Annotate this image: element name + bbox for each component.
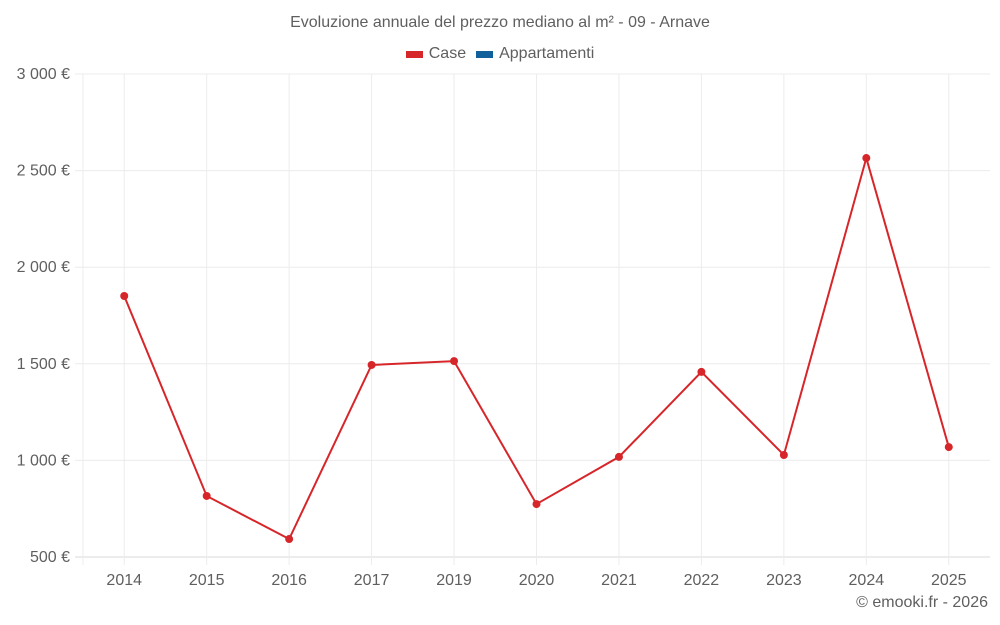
data-point <box>779 450 788 459</box>
legend-swatch-case <box>405 50 423 58</box>
x-tick-label: 2025 <box>931 572 967 589</box>
data-point <box>202 491 211 500</box>
x-tick-label: 2015 <box>189 572 225 589</box>
copyright: © emooki.fr - 2026 <box>856 594 988 611</box>
data-point <box>697 367 706 376</box>
x-tick-label: 2023 <box>766 572 802 589</box>
data-point <box>862 154 871 163</box>
y-tick-label: 3 000 € <box>17 66 70 83</box>
data-point <box>614 452 623 461</box>
legend-item-appartamenti[interactable]: Appartamenti <box>476 45 594 63</box>
grid-lines <box>75 73 990 565</box>
x-tick-label: 2014 <box>106 572 142 589</box>
data-point <box>367 360 376 369</box>
y-axis: 500 € 1 000 € 1 500 € 2 000 € 2 500 € 3 000 € <box>17 66 70 566</box>
x-tick-label: 2016 <box>271 572 307 589</box>
x-tick-label: 2022 <box>684 572 720 589</box>
x-axis: 2014 2015 2016 2017 2019 2020 2021 2022 2023 2024… <box>106 572 966 589</box>
data-point <box>944 443 953 452</box>
x-tick-label: 2021 <box>601 572 637 589</box>
y-tick-label: 2 000 € <box>17 259 70 276</box>
data-point <box>120 291 129 300</box>
y-tick-label: 500 € <box>30 549 70 566</box>
chart-title: Evoluzione annuale del prezzo mediano al… <box>290 14 710 31</box>
x-tick-label: 2017 <box>354 572 390 589</box>
data-point <box>450 357 459 366</box>
x-tick-label: 2020 <box>519 572 555 589</box>
series-case <box>120 154 953 544</box>
legend: Case Appartamenti <box>0 45 1000 63</box>
y-tick-label: 1 000 € <box>17 452 70 469</box>
data-point <box>532 500 541 509</box>
legend-label-appartamenti: Appartamenti <box>499 45 595 62</box>
legend-label-case: Case <box>428 45 467 62</box>
legend-item-case[interactable]: Case <box>405 45 467 63</box>
y-tick-label: 2 500 € <box>17 163 70 180</box>
y-tick-label: 1 500 € <box>17 356 70 373</box>
x-tick-label: 2024 <box>849 572 885 589</box>
legend-swatch-appartamenti <box>476 50 494 58</box>
x-tick-label: 2019 <box>436 572 472 589</box>
data-point <box>285 535 294 544</box>
